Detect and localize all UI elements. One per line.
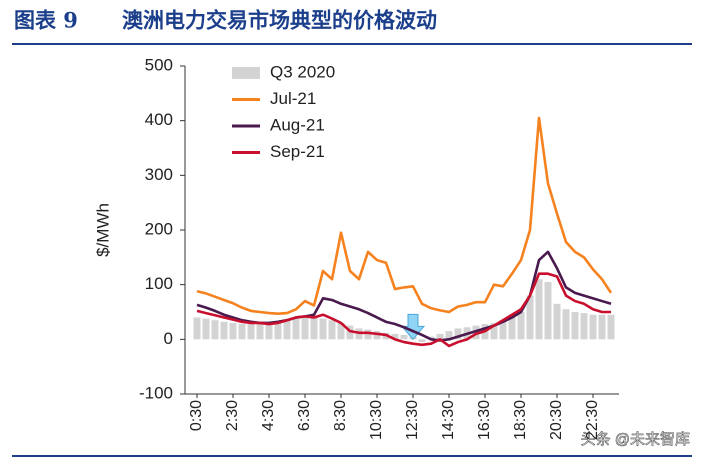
line [196, 116, 613, 315]
bar [211, 320, 219, 340]
bar [247, 324, 255, 340]
y-tick-label: 100 [145, 274, 173, 293]
bar [472, 325, 480, 340]
x-tick-label: 4:30 [260, 400, 277, 431]
bar [418, 339, 426, 343]
bar [337, 322, 345, 340]
y-axis-label: $/MWh [93, 203, 112, 257]
bar [553, 303, 561, 340]
bar [535, 279, 543, 340]
x-tick-label: 14:30 [440, 400, 457, 440]
x-tick-label: 18:30 [512, 400, 529, 440]
x-tick-label: 16:30 [476, 400, 493, 440]
bar [220, 321, 228, 340]
bar [607, 314, 615, 340]
bar [580, 313, 588, 340]
bar [454, 328, 462, 340]
bar [445, 331, 453, 340]
line [196, 272, 611, 348]
bar [373, 331, 381, 340]
legend-label: Q3 2020 [270, 62, 335, 81]
legend-label: Aug-21 [270, 115, 325, 134]
bar [391, 333, 399, 340]
bar [274, 321, 282, 340]
x-tick-label: 10:30 [368, 400, 385, 440]
bar [310, 317, 318, 340]
bar [229, 322, 237, 340]
bar [238, 324, 246, 340]
bar [265, 322, 273, 340]
bar [256, 322, 264, 340]
x-tick-label: 6:30 [296, 400, 313, 431]
x-tick-label: 8:30 [332, 400, 349, 431]
bar [490, 322, 498, 340]
bar [292, 317, 300, 340]
bar [328, 320, 336, 340]
bar [346, 325, 354, 340]
bar [400, 334, 408, 340]
bar [571, 312, 579, 340]
bar [526, 295, 534, 340]
x-tick-label: 22:30 [584, 400, 601, 440]
y-tick-label: 0 [164, 329, 173, 348]
bar [202, 318, 210, 340]
bar [193, 317, 201, 340]
y-tick-label: 400 [145, 110, 173, 129]
figure-label: 图表 9 [14, 8, 78, 33]
bar [598, 314, 606, 340]
legend-swatch [232, 67, 260, 79]
bar [517, 312, 525, 340]
x-tick-label: 0:30 [188, 400, 205, 431]
bar [283, 320, 291, 340]
chart-title: 澳洲电力交易市场典型的价格波动 [122, 8, 437, 33]
legend-label: Jul-21 [270, 89, 316, 108]
watermark: 头条 @未来智库 [581, 430, 690, 448]
bar [301, 316, 309, 340]
bar [544, 281, 552, 340]
bar [508, 317, 516, 340]
y-tick-label: -100 [139, 383, 173, 402]
x-tick-label: 20:30 [548, 400, 565, 440]
x-tick-label: 12:30 [404, 400, 421, 440]
y-tick-label: 200 [145, 219, 173, 238]
bar [562, 309, 570, 340]
bar [589, 314, 597, 340]
legend-label: Sep-21 [270, 142, 325, 161]
y-tick-label: 500 [145, 55, 173, 74]
bar [499, 320, 507, 340]
x-tick-label: 2:30 [224, 400, 241, 431]
bar [319, 318, 327, 340]
bar [436, 333, 444, 340]
y-tick-label: 300 [145, 165, 173, 184]
bar [364, 329, 372, 340]
